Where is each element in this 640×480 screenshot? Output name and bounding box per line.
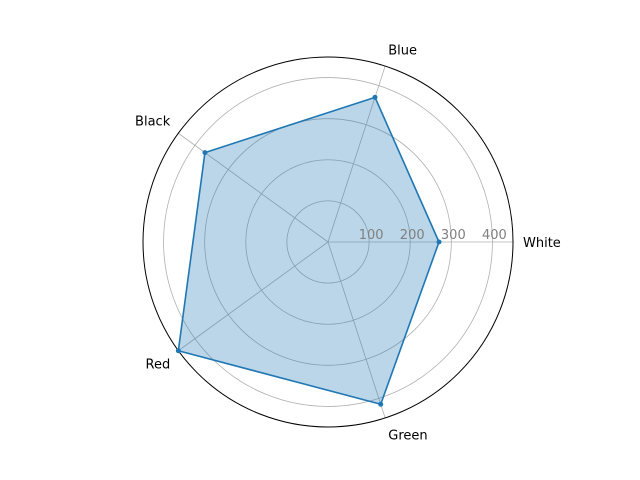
category-label-white: White [523, 236, 561, 251]
category-label-black: Black [135, 114, 171, 129]
data-point-red [175, 348, 181, 354]
data-layer [175, 94, 442, 407]
data-point-blue [372, 94, 378, 100]
category-label-green: Green [388, 428, 427, 443]
r-tick-label-200: 200 [400, 228, 425, 243]
data-point-green [378, 401, 384, 407]
outer-frame [142, 56, 514, 428]
label-layer: 100 200 300 400 White Blue Black Red Green [135, 44, 561, 444]
spoke-red [178, 241, 329, 352]
r-tick-label-300: 300 [441, 228, 466, 243]
r-tick-label-100: 100 [359, 228, 384, 243]
r-tick-label-400: 400 [482, 228, 507, 243]
series-line [177, 96, 440, 406]
category-label-red: Red [146, 358, 171, 373]
category-label-blue: Blue [388, 44, 417, 59]
series-area [178, 97, 439, 405]
grid-layer [142, 56, 514, 428]
data-point-black [202, 150, 208, 156]
data-point-white [436, 239, 442, 245]
spoke-green [327, 241, 386, 419]
